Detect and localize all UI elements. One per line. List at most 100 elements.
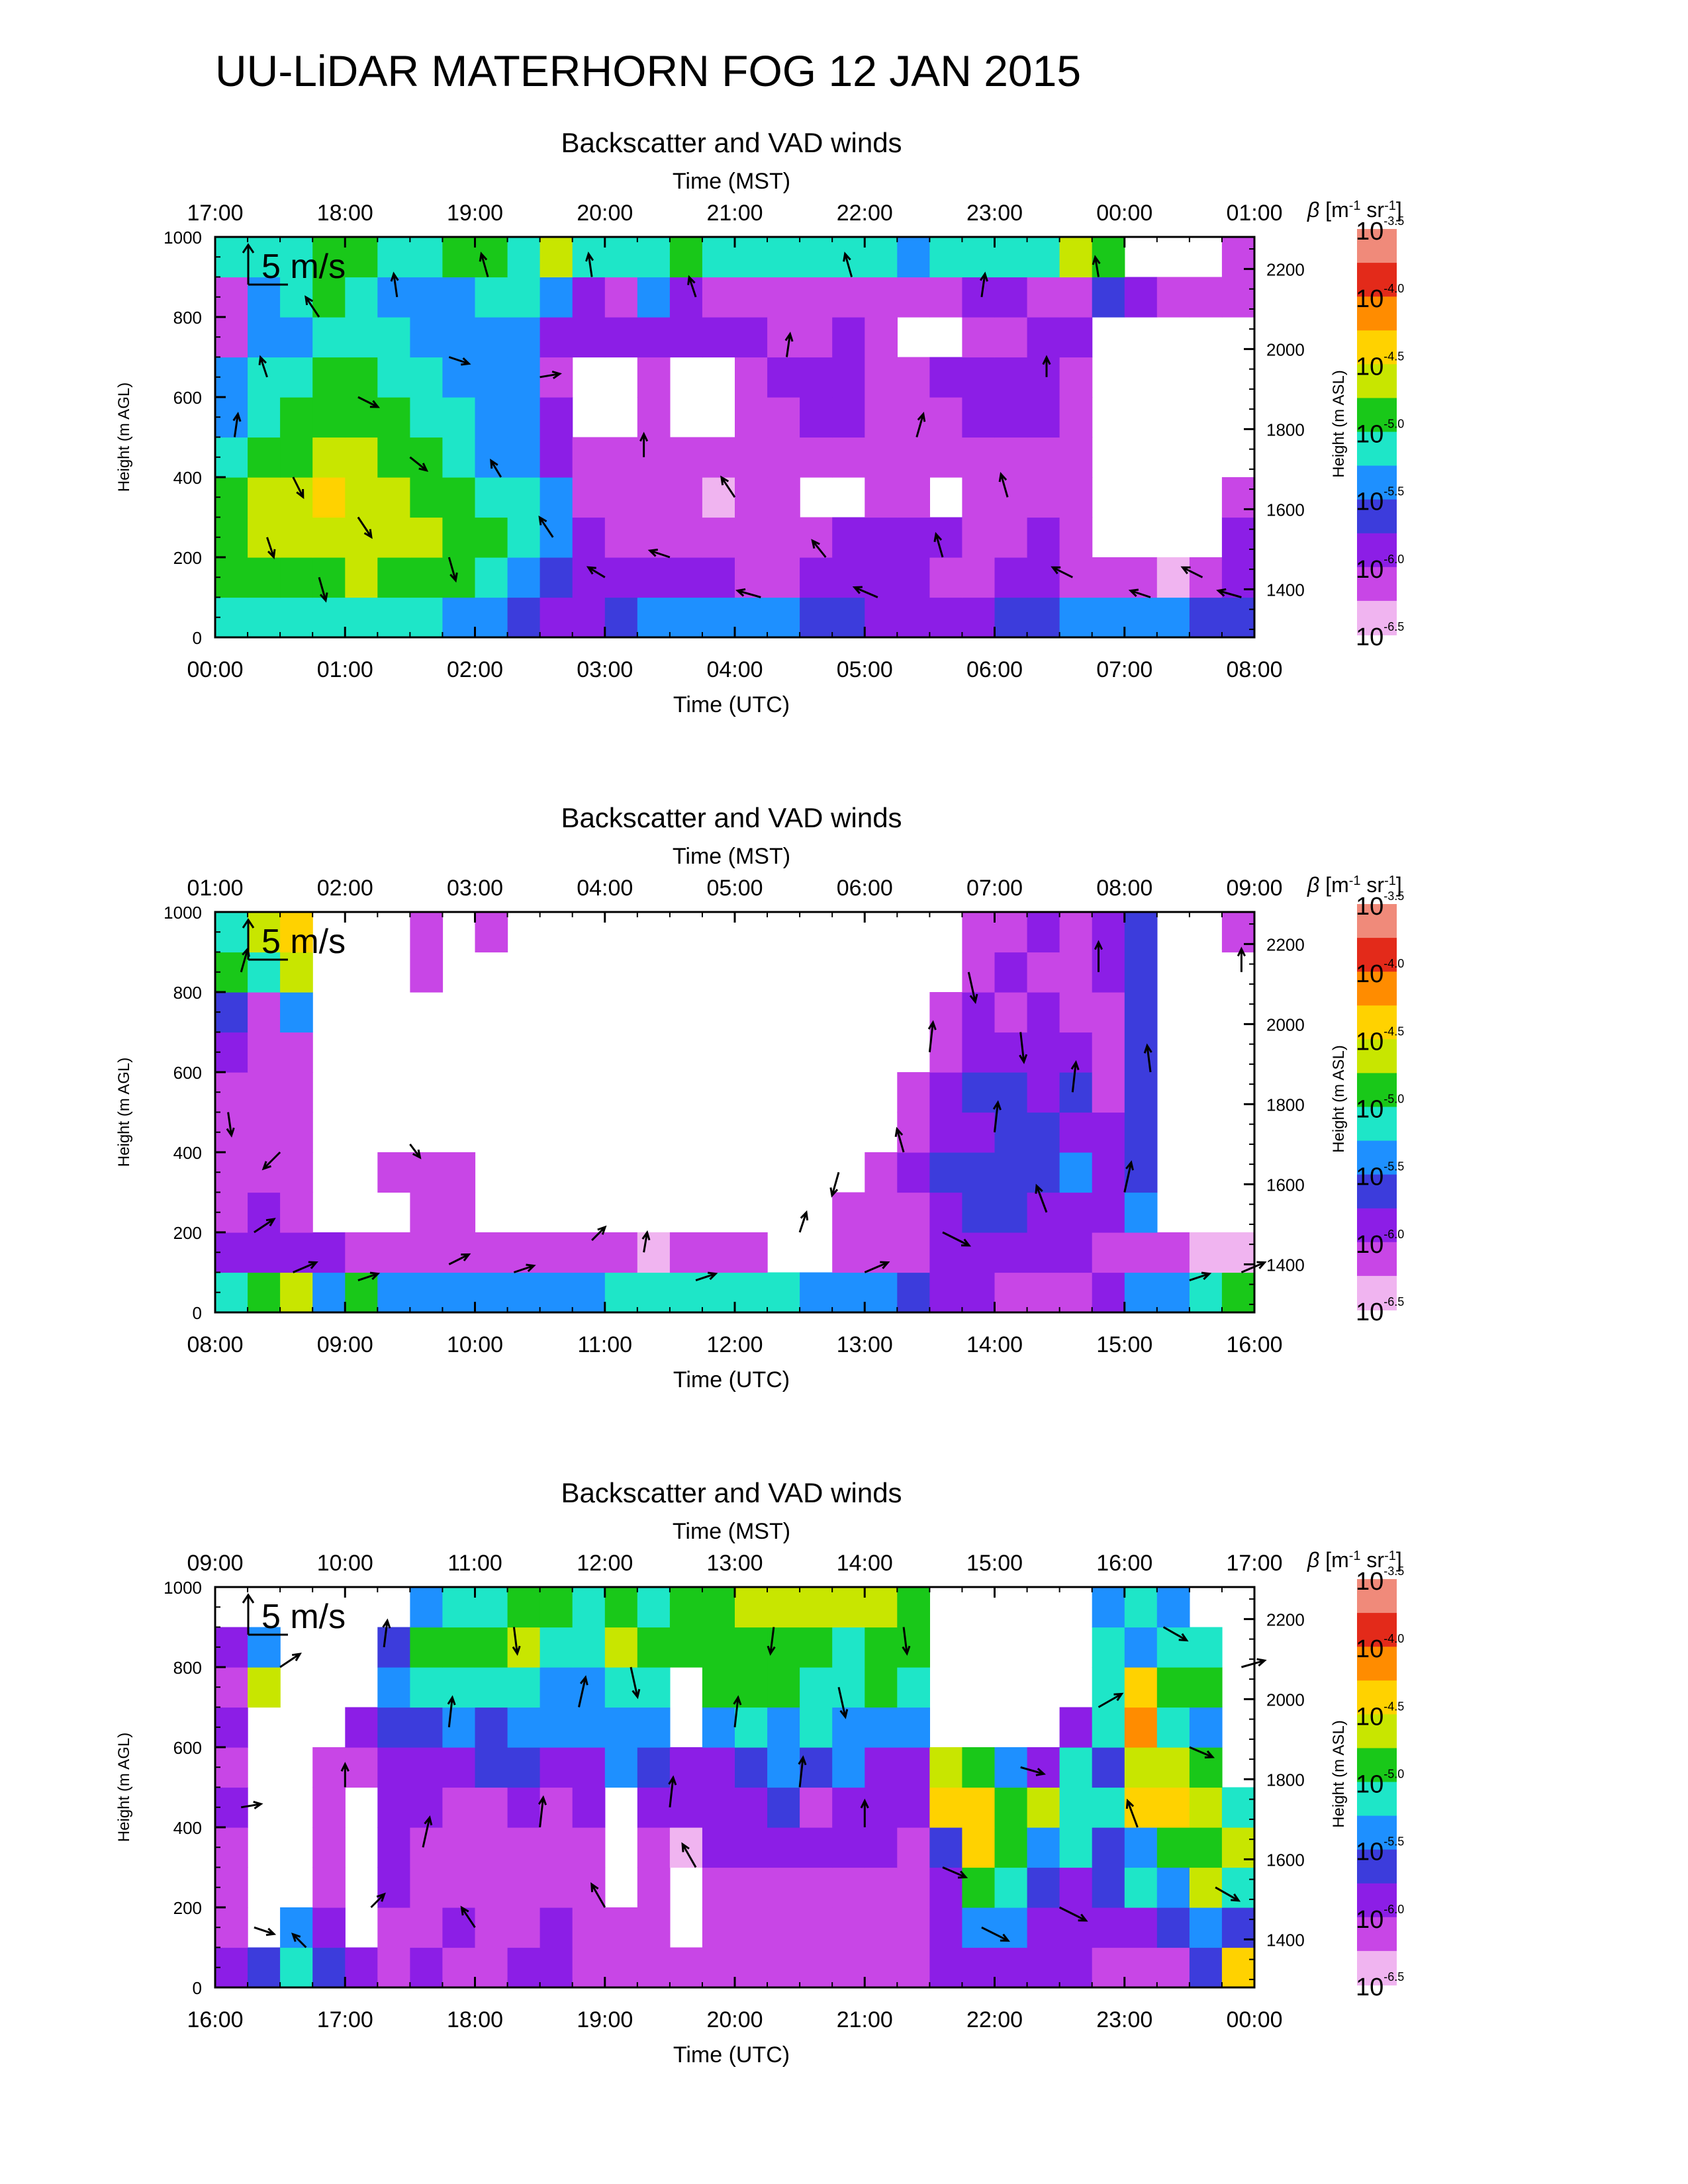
heatmap-cell <box>377 477 410 518</box>
heatmap-cell <box>1059 597 1093 638</box>
heatmap-cell <box>442 1947 476 1988</box>
wind-arrow <box>933 531 944 558</box>
heatmap-cell <box>929 1032 963 1073</box>
colorbar: β [m-1 sr-1]10-3.5 10-4.0 10-4.5 10-5.0 10-5… <box>1307 873 1404 1326</box>
heatmap-cell <box>280 437 313 478</box>
heatmap-cell <box>735 317 768 358</box>
heatmap-cell <box>507 237 541 278</box>
heatmap-cell <box>929 1112 963 1153</box>
heatmap-cell <box>637 1587 671 1628</box>
x-bottom-tick-label: 23:00 <box>1096 2007 1152 2032</box>
x-top-tick-label: 06:00 <box>837 876 893 901</box>
heatmap-cell <box>410 1272 444 1313</box>
heatmap-cell <box>572 1667 606 1708</box>
bottom-axis-label: Time (UTC) <box>673 2042 790 2068</box>
heatmap-cell <box>215 517 248 558</box>
x-top-tick-label: 17:00 <box>1226 1551 1282 1576</box>
y-left-tick-label: 800 <box>173 1658 202 1678</box>
heatmap-cell <box>1189 277 1223 318</box>
wind-arrow <box>1035 1183 1048 1213</box>
heatmap-cell <box>442 1232 476 1273</box>
heatmap-cell <box>539 397 573 438</box>
heatmap-cell <box>735 1827 768 1868</box>
colorbar-segment <box>1357 1613 1397 1648</box>
heatmap-cell <box>1027 277 1060 318</box>
heatmap-cell <box>637 1827 671 1868</box>
heatmap-cell <box>1156 277 1190 318</box>
heatmap-cell <box>1124 1867 1158 1908</box>
heatmap-cell <box>669 1627 703 1668</box>
heatmap-cell <box>377 1707 410 1748</box>
wind-arrow <box>720 475 736 498</box>
heatmap-cell <box>962 317 996 358</box>
wind-arrow <box>261 1151 281 1171</box>
y-left-tick-label: 400 <box>173 1818 202 1838</box>
wind-arrow <box>539 370 562 379</box>
heatmap-cell <box>1221 1787 1255 1828</box>
heatmap-cell <box>994 437 1028 478</box>
heatmap-cell <box>572 437 606 478</box>
heatmap-cell <box>897 397 930 438</box>
heatmap-cell <box>572 597 606 638</box>
heatmap-cell <box>507 1587 541 1628</box>
heatmap-cell <box>248 1232 281 1273</box>
heatmap-cell <box>767 1867 800 1908</box>
left-axis-label: Height (m AGL) <box>115 1058 133 1167</box>
colorbar-tick-label: 10-6.5 <box>1356 620 1404 651</box>
heatmap-cell <box>929 277 963 318</box>
heatmap-cell <box>475 1667 508 1708</box>
heatmap-cell <box>1092 1072 1125 1113</box>
heatmap-cell <box>1124 277 1158 318</box>
heatmap-cell <box>442 1587 476 1628</box>
heatmap-cell <box>377 1232 410 1273</box>
heatmap-cell <box>248 477 281 518</box>
heatmap-cell <box>215 912 248 953</box>
wind-arrow <box>992 1100 1002 1132</box>
heatmap-cell <box>702 557 735 598</box>
heatmap-cell <box>1156 1707 1190 1748</box>
heatmap-cell <box>832 1272 865 1313</box>
x-top-tick-label: 13:00 <box>706 1551 763 1576</box>
heatmap-cell <box>897 597 930 638</box>
heatmap-cell <box>475 317 508 358</box>
heatmap-cell <box>832 1192 865 1233</box>
heatmap-cell <box>832 517 865 558</box>
heatmap-cell <box>572 1707 606 1748</box>
y-left-tick-label: 0 <box>193 628 202 648</box>
x-top-tick-label: 08:00 <box>1096 876 1152 901</box>
heatmap-cell <box>604 437 638 478</box>
heatmap-cell <box>669 237 703 278</box>
heatmap-cell <box>410 477 444 518</box>
heatmap-cell <box>475 1587 508 1628</box>
heatmap-cell <box>735 357 768 398</box>
colorbar-segment <box>1357 533 1397 568</box>
heatmap-cell <box>539 1747 573 1788</box>
heatmap-cell <box>410 277 444 318</box>
heatmap-cell <box>865 517 898 558</box>
wind-scale-arrow <box>242 243 288 286</box>
panel-3: Backscatter and VAD winds Time (MST) 5 m/s… <box>115 1477 1404 2068</box>
heatmap-cell <box>962 1272 996 1313</box>
wind-arrow <box>1162 1626 1189 1642</box>
heatmap-cell <box>248 597 281 638</box>
colorbar-segment <box>1357 1107 1397 1142</box>
heatmap-cell <box>539 1707 573 1748</box>
heatmap-cell <box>1092 557 1125 598</box>
wind-arrow <box>668 1775 677 1807</box>
heatmap-cell <box>669 517 703 558</box>
heatmap-cell <box>1059 1072 1093 1113</box>
heatmap-cell <box>800 277 833 318</box>
heatmap-cell <box>1092 952 1125 993</box>
heatmap-cell <box>1124 1032 1158 1073</box>
heatmap-cell <box>1124 597 1158 638</box>
heatmap-cell <box>280 1112 313 1153</box>
heatmap-cell <box>1059 1192 1093 1233</box>
heatmap-cell <box>475 557 508 598</box>
heatmap-cell <box>865 557 898 598</box>
wind-arrow <box>1123 1160 1134 1193</box>
wind-arrow <box>1189 1271 1212 1282</box>
wind-arrow <box>1125 1798 1139 1828</box>
heatmap-cell <box>767 1787 800 1828</box>
heatmap-cell <box>604 237 638 278</box>
wind-arrow <box>240 1800 263 1809</box>
